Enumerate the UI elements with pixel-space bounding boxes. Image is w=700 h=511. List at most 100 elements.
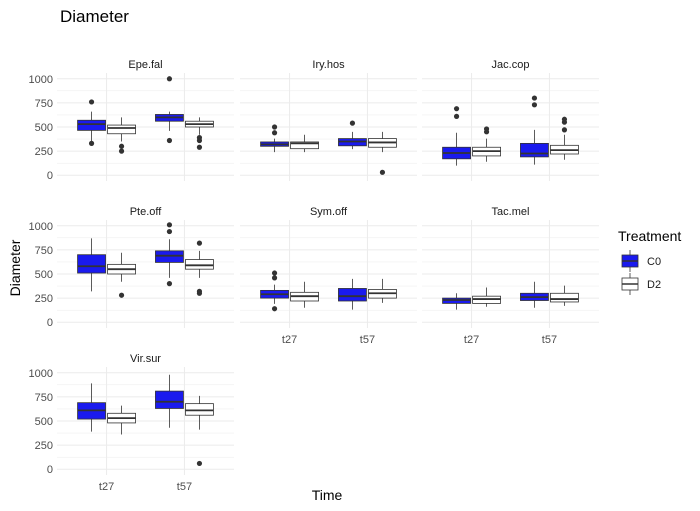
y-tick-label: 1000 — [29, 368, 53, 380]
outlier-point — [561, 127, 568, 133]
y-tick-label: 1000 — [29, 221, 53, 233]
outlier-point — [166, 76, 173, 82]
facet-label: Iry.hos — [312, 59, 345, 71]
y-tick-label: 250 — [35, 293, 53, 305]
y-tick-label: 500 — [35, 122, 53, 134]
box-t27-d2 — [107, 405, 136, 435]
facet-panel-tac-mel: Tac.mel t27 t57 — [422, 206, 599, 346]
facet-panel-pte-off: Pte.off 0 250 500 750 1000 — [29, 206, 234, 329]
outlier-point — [271, 275, 278, 281]
y-tick-label: 250 — [35, 440, 53, 452]
facet-panel-jac-cop: Jac.cop — [422, 59, 599, 181]
legend-title: Treatment — [618, 228, 681, 244]
chart-title: Diameter — [60, 7, 129, 26]
box-t27-c0 — [77, 383, 106, 432]
legend-entry-d2: D2 — [621, 273, 661, 295]
box-t57-d2 — [550, 285, 579, 306]
facet-label: Vir.sur — [130, 353, 161, 365]
facet-label: Tac.mel — [492, 206, 530, 218]
x-tick-label: t27 — [99, 481, 114, 493]
facet-label: Epe.fal — [128, 59, 162, 71]
outlier-point — [379, 169, 386, 175]
outlier-point — [118, 148, 125, 154]
legend-entry-c0: C0 — [621, 250, 661, 272]
facet-panel-iry-hos: Iry.hos — [240, 59, 417, 181]
outlier-point — [483, 126, 490, 132]
box-t57-d2 — [368, 278, 397, 303]
outlier-point — [166, 137, 173, 144]
y-axis-title: Diameter — [7, 239, 23, 296]
box-iqr — [107, 124, 136, 135]
y-tick-label: 750 — [35, 392, 53, 404]
box-t27-c0 — [77, 99, 106, 146]
legend-entries: C0 D2 — [621, 250, 661, 295]
box-iqr — [155, 390, 184, 409]
y-tick-label: 250 — [35, 146, 53, 158]
facet-label: Jac.cop — [492, 59, 530, 71]
outlier-point — [166, 228, 173, 235]
box-iqr — [290, 141, 319, 150]
box-iqr — [185, 259, 214, 270]
outlier-point — [88, 140, 95, 146]
box-t27-d2 — [290, 134, 319, 153]
outlier-point — [166, 222, 173, 228]
box-t27-d2 — [472, 126, 501, 162]
x-tick-label: t57 — [177, 481, 192, 493]
facet-label: Sym.off — [310, 206, 348, 218]
box-t57-d2 — [185, 395, 214, 467]
box-iqr — [550, 292, 579, 303]
box-iqr — [338, 288, 367, 302]
box-t57-d2 — [550, 116, 579, 160]
box-t57-c0 — [155, 76, 184, 144]
box-t57-c0 — [155, 374, 184, 428]
y-tick-label: 0 — [47, 170, 53, 182]
legend: Treatment C0 D2 — [618, 228, 681, 295]
outlier-point — [166, 281, 173, 287]
box-t27-c0 — [77, 238, 106, 292]
outlier-point — [118, 292, 125, 298]
box-t57-c0 — [338, 120, 367, 150]
box-t27-d2 — [107, 117, 136, 154]
box-t27-c0 — [260, 124, 289, 153]
box-t27-c0 — [260, 270, 289, 312]
y-tick-label: 750 — [35, 98, 53, 110]
x-axis-title: Time — [312, 487, 343, 503]
outlier-point — [531, 102, 538, 108]
facet-panel-vir-sur: Vir.sur 0 250 500 750 1000 t27 t57 — [29, 353, 234, 493]
box-t27-d2 — [472, 287, 501, 307]
outlier-point — [453, 106, 460, 112]
y-tick-label: 500 — [35, 269, 53, 281]
box-t27-c0 — [442, 106, 471, 166]
outlier-point — [349, 120, 356, 126]
facet-label: Pte.off — [130, 206, 163, 218]
y-tick-label: 1000 — [29, 74, 53, 86]
box-iqr — [77, 119, 106, 131]
outlier-point — [561, 116, 568, 122]
facet-panel-epe-fal: Epe.fal 0 250 500 750 1000 — [29, 59, 234, 182]
outlier-point — [196, 240, 203, 246]
facet-panels: Epe.fal 0 250 500 750 1000 Iry.hos Jac.cop Pte.o… — [29, 59, 599, 493]
x-tick-label: t57 — [542, 334, 557, 346]
y-tick-label: 750 — [35, 245, 53, 257]
facet-panel-sym-off: Sym.off t27 t57 — [240, 206, 417, 346]
outlier-point — [531, 95, 538, 101]
box-t57-d2 — [185, 117, 214, 150]
x-tick-label: t27 — [282, 334, 297, 346]
outlier-point — [196, 144, 203, 150]
x-tick-label: t57 — [360, 334, 375, 346]
y-tick-label: 0 — [47, 317, 53, 329]
box-t57-d2 — [368, 131, 397, 175]
outlier-point — [196, 460, 203, 467]
box-iqr — [185, 403, 214, 416]
box-t57-c0 — [338, 278, 367, 310]
box-iqr — [155, 250, 184, 263]
box-t57-d2 — [185, 240, 214, 296]
outlier-point — [271, 124, 278, 130]
outlier-point — [271, 306, 278, 312]
outlier-point — [271, 270, 278, 276]
legend-label: C0 — [647, 256, 661, 268]
outlier-point — [196, 137, 203, 144]
outlier-point — [453, 113, 460, 119]
box-t27-d2 — [107, 252, 136, 298]
